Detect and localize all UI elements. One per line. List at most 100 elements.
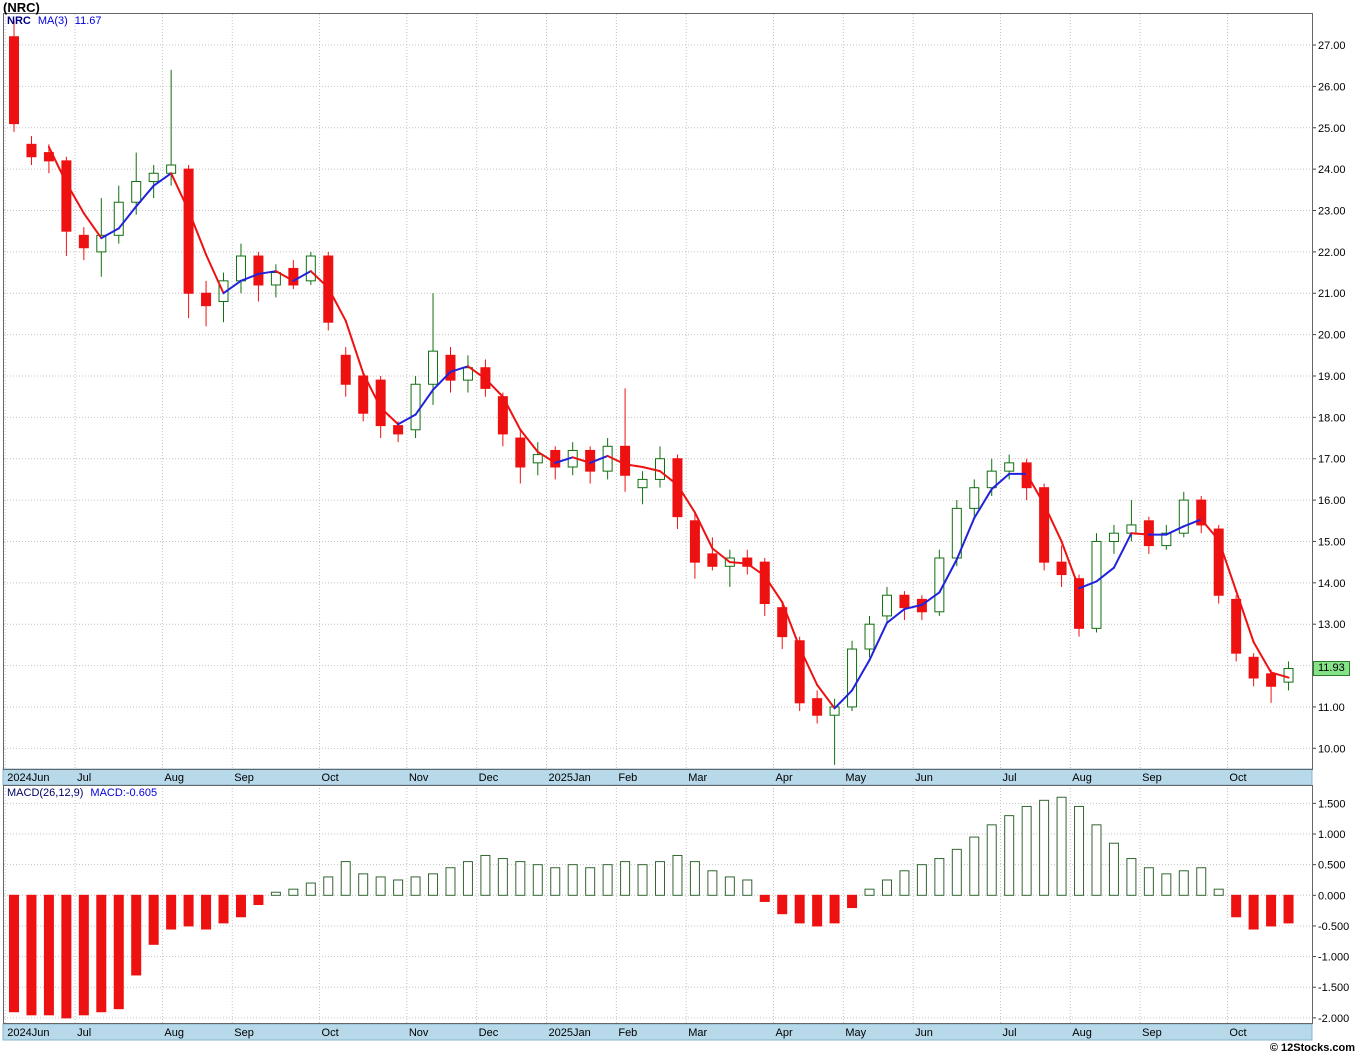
macd-bar (26, 894, 37, 1016)
ma-line-segment (47, 146, 68, 184)
ma-line-segment (781, 601, 801, 649)
candle-body (655, 458, 665, 480)
macd-bar (497, 858, 508, 896)
legend-symbol: NRC (7, 15, 31, 27)
month-label-top: Aug (1072, 772, 1092, 784)
candle-body (1196, 499, 1207, 526)
macd-bar (1004, 815, 1015, 896)
ma-line-segment (816, 683, 836, 710)
candle-body (742, 557, 753, 567)
ma-line-segment (589, 454, 609, 464)
candle-body (148, 172, 159, 183)
ma-line-segment (798, 646, 819, 686)
macd-legend-label: MACD(26,12,9) (7, 787, 84, 799)
candle-body (358, 375, 369, 414)
candle-body (1108, 532, 1119, 542)
macd-axis-label: 1.000 (1318, 829, 1346, 841)
main-panel-border (3, 13, 1313, 770)
ma-line-segment (1043, 503, 1063, 543)
candle-body (1283, 667, 1294, 683)
ma-line-segment (728, 561, 749, 565)
macd-axis-label: -1.000 (1318, 952, 1349, 964)
macd-bar (288, 888, 299, 896)
macd-bar (201, 894, 212, 930)
ma-line-segment (606, 454, 627, 466)
ma-line-segment (187, 209, 208, 256)
candle-body (1056, 561, 1067, 576)
legend-ma-label: MA(3) (37, 15, 68, 27)
candle-body (166, 164, 177, 174)
month-label-top: Jun (915, 772, 933, 784)
price-axis-label: 14.00 (1318, 578, 1346, 590)
month-label-bottom: Aug (164, 1027, 184, 1039)
ma-line-segment (327, 286, 347, 322)
ma-line-segment (973, 488, 993, 520)
ma-line-segment (885, 608, 906, 624)
candle-body (445, 354, 456, 381)
macd-axis-label: 0.500 (1318, 860, 1346, 872)
macd-bar (1231, 894, 1242, 918)
candle-body (1178, 499, 1189, 534)
macd-bar (96, 894, 107, 1013)
macd-bar (358, 873, 369, 896)
candle-body (864, 623, 875, 650)
ma-line-segment (938, 558, 958, 594)
macd-bar (148, 894, 159, 945)
ma-line-segment (851, 659, 871, 692)
candle-body (1248, 656, 1259, 679)
ma-line-segment (554, 456, 574, 464)
ma-line-segment (1078, 580, 1098, 590)
month-label-top: May (845, 772, 866, 784)
candle-body (305, 255, 316, 282)
macd-bar (689, 861, 700, 896)
candle-body (1266, 673, 1277, 687)
ma-line-segment (414, 388, 435, 416)
candle-body (235, 255, 246, 282)
candle-body (340, 354, 351, 385)
ma-line-segment (1060, 540, 1081, 590)
ma-line-segment (693, 511, 714, 550)
ma-line-segment (536, 450, 557, 464)
ma-line-segment (274, 270, 295, 282)
macd-bar (969, 836, 980, 896)
month-label-bottom: Jul (1002, 1027, 1016, 1039)
candle-body (96, 234, 107, 253)
month-label-top: Oct (322, 772, 339, 784)
candle-body (26, 143, 37, 158)
candle-body (1143, 520, 1154, 547)
macd-bar (1039, 799, 1050, 896)
candle-body (515, 437, 526, 468)
macd-bar (253, 894, 264, 905)
candle-body (9, 36, 19, 125)
candle-body (1074, 578, 1085, 629)
macd-bar (655, 861, 665, 896)
ma-line-segment (100, 227, 120, 240)
price-axis-label: 15.00 (1318, 536, 1346, 548)
candle-body (113, 201, 124, 236)
price-axis-label: 27.00 (1318, 40, 1346, 52)
price-axis-label: 21.00 (1318, 288, 1346, 300)
month-label-bottom: Sep (234, 1027, 254, 1039)
candle-body (602, 445, 613, 472)
macd-bar (1196, 867, 1207, 896)
macd-bar (934, 858, 945, 896)
month-label-bottom: Aug (1072, 1027, 1092, 1039)
macd-bar (1021, 805, 1032, 896)
month-label-bottom: Jul (77, 1027, 91, 1039)
month-label-bottom: Oct (1229, 1027, 1246, 1039)
month-label-top: Feb (618, 772, 637, 784)
ma-line-segment (484, 377, 504, 398)
price-axis-label: 24.00 (1318, 164, 1346, 176)
candle-body (794, 640, 805, 704)
ma-line-segment (117, 205, 138, 230)
ma-line-segment (152, 172, 173, 187)
macd-legend: MACD(26,12,9) MACD:-0.605 (7, 787, 164, 799)
macd-bar (235, 894, 246, 918)
month-label-bottom: Sep (1142, 1027, 1162, 1039)
month-label-top: Jul (77, 772, 91, 784)
price-axis-label: 13.00 (1318, 619, 1346, 631)
macd-bar (1266, 894, 1277, 927)
macd-bar (515, 861, 526, 896)
candle-body (899, 594, 910, 609)
